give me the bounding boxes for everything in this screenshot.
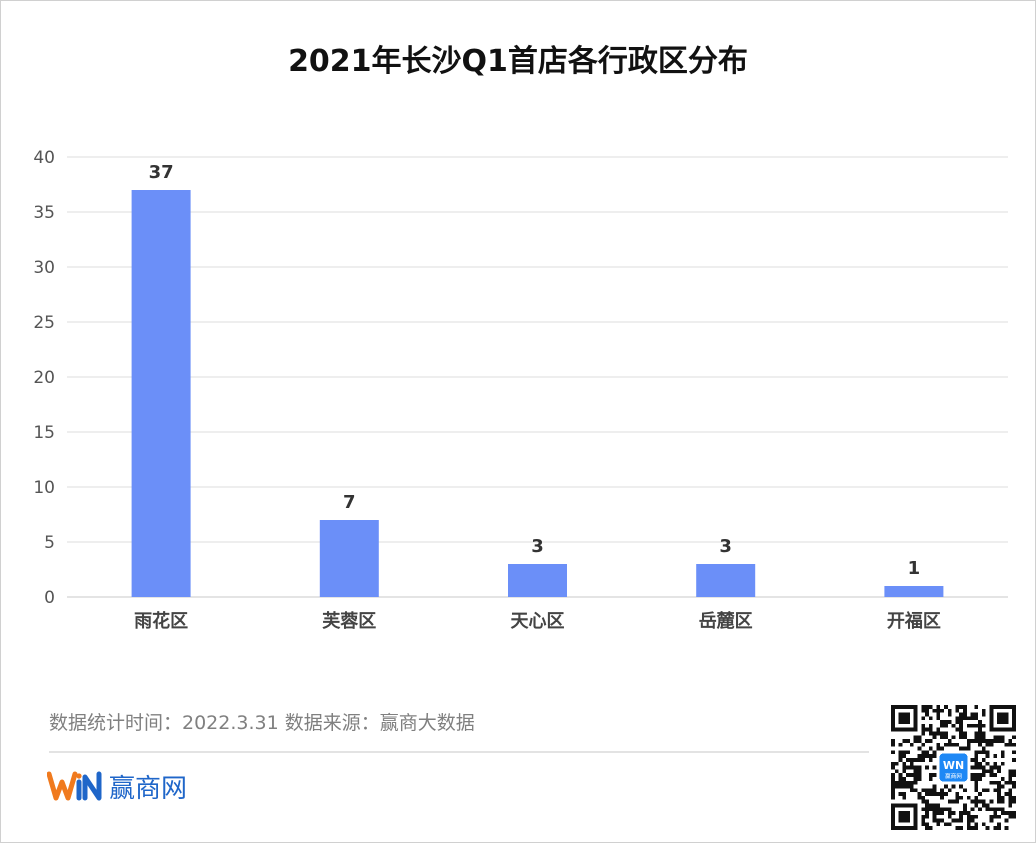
bar	[508, 564, 567, 597]
x-tick-label: 芙蓉区	[322, 610, 376, 632]
data-label: 37	[149, 162, 174, 183]
y-tick-label: 15	[33, 423, 55, 443]
x-tick-label: 天心区	[511, 611, 565, 632]
win-logo-icon	[47, 771, 102, 801]
bar	[884, 586, 944, 597]
data-label: 7	[343, 492, 356, 513]
y-tick-label: 5	[44, 533, 55, 553]
data-label: 1	[908, 558, 921, 579]
y-tick-label: 20	[33, 368, 55, 388]
x-tick-label: 雨花区	[134, 610, 188, 632]
y-tick-label: 40	[33, 148, 55, 168]
chart-title: 2021年长沙Q1首店各行政区分布	[288, 44, 748, 79]
data-source-note: 数据统计时间：2022.3.31 数据来源：赢商大数据	[49, 712, 475, 734]
y-tick-label: 35	[33, 203, 55, 223]
y-tick-label: 10	[33, 478, 55, 498]
bar	[131, 190, 191, 597]
x-tick-label: 开福区	[887, 610, 941, 632]
x-tick-label: 岳麓区	[699, 611, 753, 632]
qr-center-badge	[939, 753, 968, 782]
qr-badge-logo: WN	[943, 759, 964, 772]
qr-badge-name: 赢商网	[945, 772, 962, 780]
data-label: 3	[719, 536, 732, 557]
footer-divider	[49, 751, 869, 753]
bar	[319, 520, 379, 597]
brand-logo: 赢商网	[47, 766, 187, 806]
y-tick-label: 30	[33, 258, 55, 278]
data-label: 3	[531, 536, 544, 557]
bar	[696, 564, 756, 597]
qr-modules	[891, 705, 1016, 830]
y-tick-label: 25	[33, 313, 55, 333]
y-tick-label: 0	[44, 588, 55, 608]
brand-name: 赢商网	[109, 773, 188, 804]
